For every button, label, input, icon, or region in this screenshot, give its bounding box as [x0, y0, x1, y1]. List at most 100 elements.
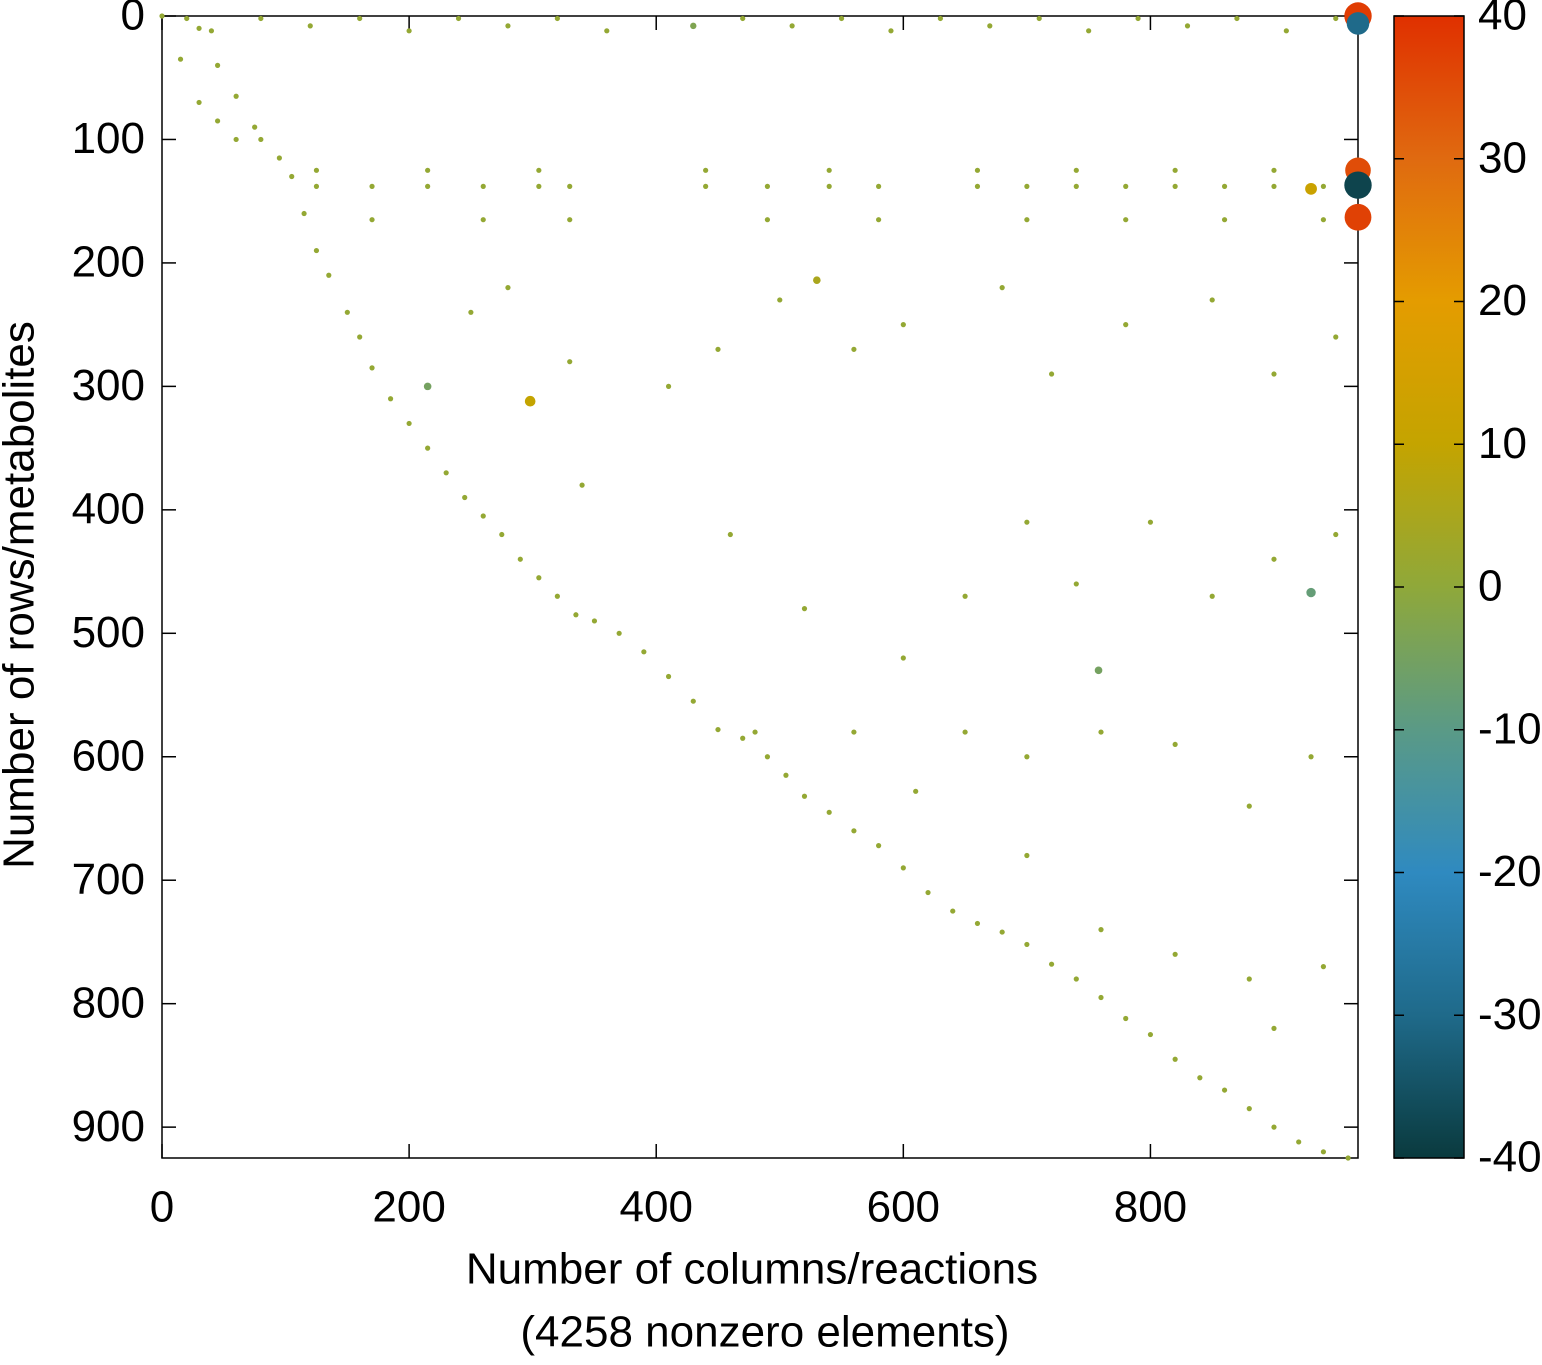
matrix-entry — [1024, 754, 1030, 760]
matrix-entry — [1296, 1139, 1302, 1145]
matrix-entry — [252, 124, 258, 130]
matrix-entry — [443, 470, 449, 476]
matrix-entry — [1333, 334, 1339, 340]
matrix-entry — [573, 612, 579, 618]
matrix-entry — [554, 15, 560, 22]
matrix-entry — [974, 183, 981, 189]
matrix-entry — [1098, 994, 1104, 1001]
matrix-entry — [913, 788, 919, 794]
matrix-entry — [480, 513, 486, 519]
matrix-entry — [258, 15, 264, 22]
matrix-entry — [536, 183, 542, 189]
matrix-entry — [987, 23, 993, 29]
y-tick-label: 200 — [72, 238, 145, 287]
matrix-entry — [690, 22, 697, 30]
matrix-entry — [1344, 171, 1372, 199]
colorbar-tick-label: 20 — [1478, 276, 1527, 325]
matrix-entry — [554, 593, 560, 599]
annotation: (4258 nonzero elements) — [520, 1308, 1009, 1357]
matrix-entry — [1246, 803, 1252, 809]
matrix-entry — [764, 183, 771, 189]
y-tick-label: 700 — [72, 855, 145, 904]
matrix-entry — [900, 655, 906, 661]
matrix-entry — [876, 843, 882, 849]
matrix-entry — [1172, 1056, 1178, 1062]
matrix-entry — [406, 28, 412, 34]
matrix-entry — [1094, 666, 1103, 675]
matrix-entry — [1209, 297, 1215, 303]
matrix-entry — [900, 322, 906, 328]
matrix-entry — [999, 929, 1005, 935]
matrix-entry — [313, 183, 320, 189]
colorbar-tick-label: 30 — [1478, 133, 1527, 182]
matrix-entry — [826, 167, 832, 173]
matrix-entry — [326, 272, 332, 278]
matrix-entry — [276, 155, 282, 161]
matrix-entry — [1147, 519, 1154, 525]
matrix-entry — [999, 285, 1005, 291]
colorbar-tick-label: -10 — [1478, 704, 1542, 753]
matrix-entry — [604, 28, 610, 34]
matrix-entry — [838, 15, 845, 22]
matrix-entry — [462, 494, 468, 501]
matrix-entry — [1197, 1075, 1203, 1081]
matrix-entry — [826, 809, 832, 815]
colorbar — [1393, 15, 1465, 1159]
matrix-entry — [1320, 1149, 1327, 1155]
matrix-entry — [567, 359, 573, 365]
matrix-entry — [357, 334, 363, 340]
matrix-entry — [425, 167, 431, 173]
matrix-entry — [764, 217, 771, 223]
colorbar-tick-label: 10 — [1478, 419, 1527, 468]
matrix-entry — [536, 167, 542, 173]
matrix-entry — [937, 15, 943, 22]
matrix-entry — [258, 136, 264, 143]
matrix-entry — [1073, 976, 1079, 982]
matrix-entry — [876, 217, 882, 223]
matrix-entry — [524, 395, 536, 407]
matrix-entry — [1221, 1087, 1228, 1093]
x-axis-label: Number of columns/reactions — [466, 1245, 1038, 1294]
matrix-entry — [1123, 217, 1129, 223]
matrix-entry — [1209, 593, 1215, 599]
matrix-entry — [233, 136, 239, 143]
matrix-entry — [1024, 519, 1030, 525]
matrix-entry — [777, 297, 783, 303]
matrix-entry — [1123, 322, 1129, 328]
matrix-entry — [387, 396, 394, 402]
y-tick-label: 900 — [72, 1102, 145, 1151]
matrix-entry — [974, 167, 981, 173]
x-tick-label: 0 — [150, 1183, 174, 1232]
matrix-entry — [214, 62, 221, 68]
matrix-entry — [665, 673, 672, 680]
matrix-entry — [1306, 587, 1316, 598]
matrix-entry — [184, 15, 190, 22]
matrix-entry — [406, 420, 412, 427]
matrix-entry — [1048, 371, 1055, 377]
matrix-entry — [876, 183, 882, 189]
x-tick-label: 600 — [867, 1183, 940, 1232]
matrix-entry — [313, 247, 320, 254]
matrix-entry — [423, 382, 432, 391]
matrix-entry — [344, 309, 350, 315]
matrix-entry — [536, 575, 542, 581]
matrix-entry — [1036, 15, 1042, 22]
matrix-entry — [214, 118, 221, 124]
matrix-entry — [801, 793, 808, 799]
matrix-entry — [1305, 182, 1317, 195]
matrix-entry — [1246, 1106, 1252, 1112]
matrix-entry — [727, 531, 733, 538]
matrix-entry — [357, 15, 363, 22]
matrix-entry — [499, 531, 505, 538]
colorbar-tick-label: 40 — [1478, 0, 1527, 40]
matrix-entry — [925, 889, 931, 896]
matrix-entry — [1086, 28, 1092, 34]
colorbar-tick-label: -20 — [1478, 847, 1542, 896]
matrix-entry — [740, 15, 746, 22]
matrix-entry — [1221, 217, 1228, 223]
matrix-entry — [1024, 217, 1030, 223]
matrix-entry — [301, 210, 307, 217]
matrix-entry — [289, 173, 295, 180]
matrix-entry — [801, 606, 808, 612]
